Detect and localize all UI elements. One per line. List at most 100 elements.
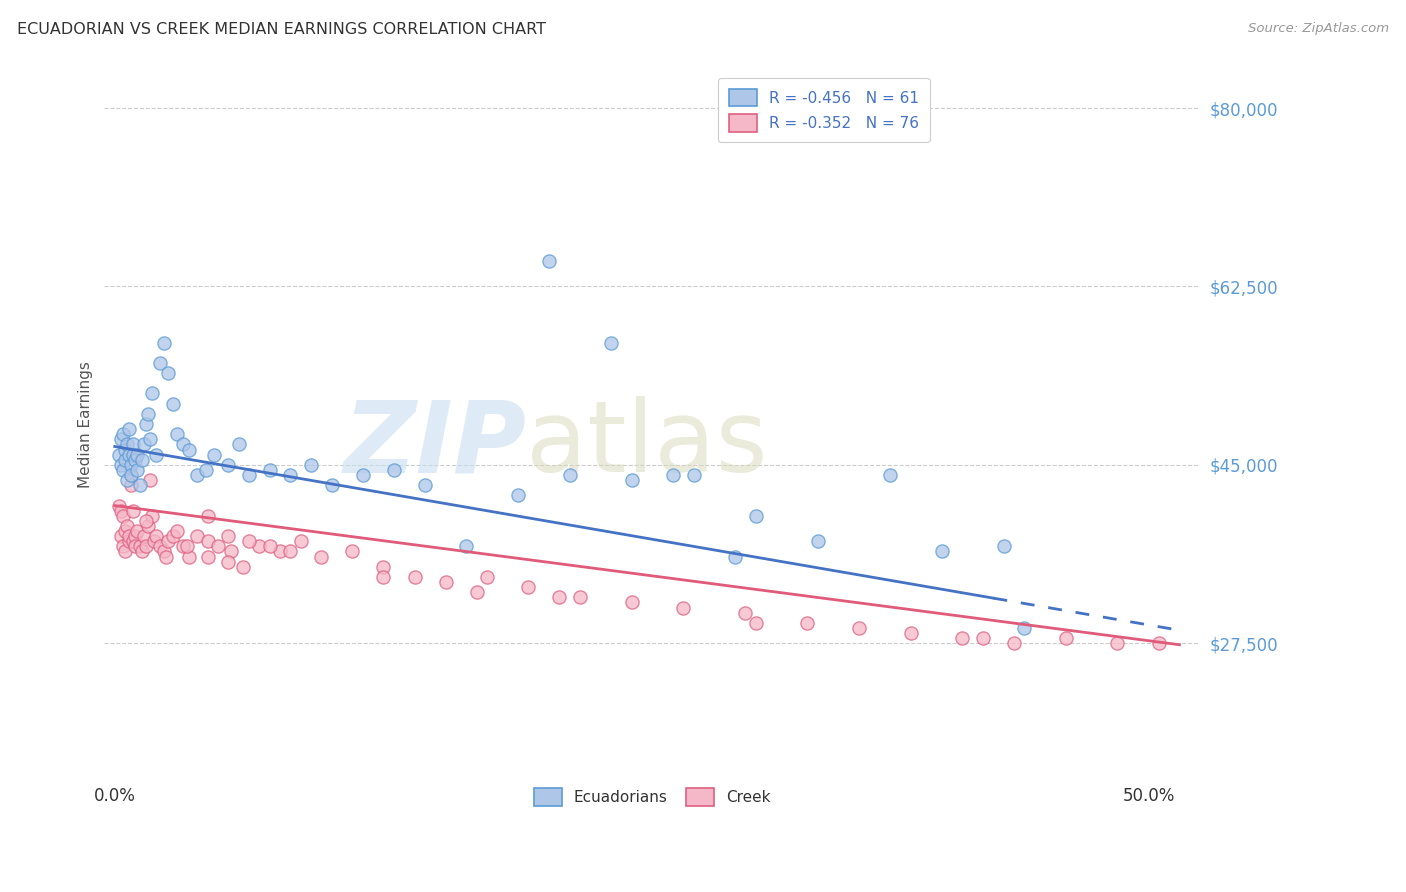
Point: [127, 448, 149, 462]
Point: [149, 356, 172, 370]
Point: [145, 448, 167, 462]
Point: [143, 534, 166, 549]
Point: [139, 433, 162, 447]
Point: [132, 437, 155, 451]
Point: [465, 585, 488, 599]
Point: [176, 540, 198, 554]
Point: [993, 540, 1015, 554]
Point: [115, 473, 138, 487]
Point: [413, 478, 436, 492]
Point: [172, 540, 194, 554]
Legend: Ecuadorians, Creek: Ecuadorians, Creek: [524, 779, 779, 815]
Point: [1002, 636, 1025, 650]
Point: [321, 478, 343, 492]
Point: [232, 559, 254, 574]
Point: [744, 615, 766, 630]
Point: [145, 529, 167, 543]
Point: [122, 437, 145, 451]
Point: [162, 397, 184, 411]
Point: [131, 544, 153, 558]
Point: [110, 433, 132, 447]
Point: [108, 499, 131, 513]
Point: [744, 508, 766, 523]
Point: [280, 468, 302, 483]
Point: [120, 458, 142, 472]
Point: [202, 448, 225, 462]
Point: [128, 478, 150, 492]
Point: [900, 626, 922, 640]
Point: [114, 524, 136, 538]
Point: [136, 407, 159, 421]
Point: [382, 463, 405, 477]
Point: [128, 540, 150, 554]
Point: [217, 529, 239, 543]
Point: [179, 549, 201, 564]
Point: [352, 468, 374, 483]
Point: [114, 442, 136, 457]
Point: [238, 534, 260, 549]
Point: [118, 534, 141, 549]
Point: [373, 570, 395, 584]
Point: [115, 519, 138, 533]
Point: [1014, 621, 1036, 635]
Point: [172, 437, 194, 451]
Point: [132, 529, 155, 543]
Point: [404, 570, 426, 584]
Point: [153, 544, 176, 558]
Point: [568, 591, 591, 605]
Point: [796, 615, 818, 630]
Point: [166, 524, 188, 538]
Point: [120, 468, 142, 483]
Point: [110, 529, 132, 543]
Point: [548, 591, 571, 605]
Point: [197, 549, 219, 564]
Point: [299, 458, 322, 472]
Point: [162, 529, 184, 543]
Point: [118, 422, 141, 436]
Point: [228, 437, 250, 451]
Point: [124, 529, 146, 543]
Point: [139, 473, 162, 487]
Point: [122, 448, 145, 462]
Point: [108, 448, 131, 462]
Point: [311, 549, 333, 564]
Point: [124, 452, 146, 467]
Point: [197, 508, 219, 523]
Point: [110, 504, 132, 518]
Point: [135, 540, 157, 554]
Point: [127, 524, 149, 538]
Point: [197, 534, 219, 549]
Point: [120, 478, 142, 492]
Point: [217, 555, 239, 569]
Point: [620, 473, 643, 487]
Point: [662, 468, 685, 483]
Point: [950, 631, 973, 645]
Point: [124, 448, 146, 462]
Point: [135, 417, 157, 431]
Point: [280, 544, 302, 558]
Point: [1107, 636, 1129, 650]
Text: atlas: atlas: [526, 396, 768, 493]
Point: [135, 514, 157, 528]
Point: [153, 335, 176, 350]
Point: [269, 544, 291, 558]
Point: [186, 529, 208, 543]
Point: [110, 458, 132, 472]
Point: [475, 570, 498, 584]
Point: [207, 540, 229, 554]
Point: [122, 534, 145, 549]
Text: ZIP: ZIP: [343, 396, 526, 493]
Point: [111, 508, 134, 523]
Point: [249, 540, 271, 554]
Point: [186, 468, 208, 483]
Point: [157, 534, 180, 549]
Point: [238, 468, 260, 483]
Point: [972, 631, 994, 645]
Point: [120, 468, 142, 483]
Point: [600, 335, 623, 350]
Point: [149, 540, 172, 554]
Point: [118, 529, 141, 543]
Point: [342, 544, 364, 558]
Text: ECUADORIAN VS CREEK MEDIAN EARNINGS CORRELATION CHART: ECUADORIAN VS CREEK MEDIAN EARNINGS CORR…: [17, 22, 546, 37]
Point: [620, 595, 643, 609]
